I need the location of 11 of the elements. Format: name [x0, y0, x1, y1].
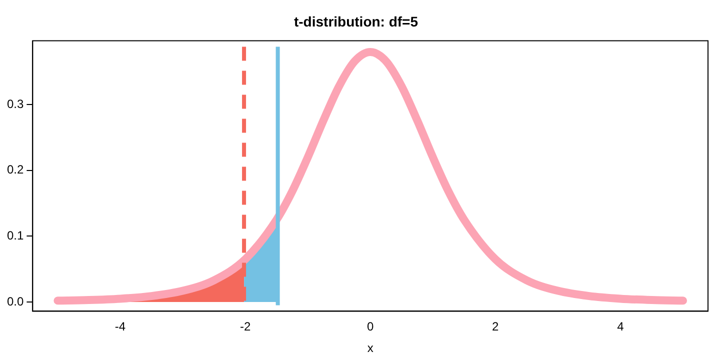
x-tick-label: 4 [617, 320, 624, 334]
x-tick-label: -4 [114, 320, 126, 334]
x-tick-label: 0 [366, 320, 374, 334]
x-tick-label: -2 [240, 320, 251, 334]
x-tick-label: 2 [492, 320, 500, 334]
chart-title: t-distribution: df=5 [294, 13, 418, 30]
y-tick-label: 0.3 [6, 96, 24, 111]
y-tick-label: 0.2 [6, 162, 24, 177]
y-tick-label: 0.0 [6, 294, 24, 308]
y-tick-label: 0.1 [6, 228, 24, 243]
x-axis-title: x [367, 341, 374, 356]
